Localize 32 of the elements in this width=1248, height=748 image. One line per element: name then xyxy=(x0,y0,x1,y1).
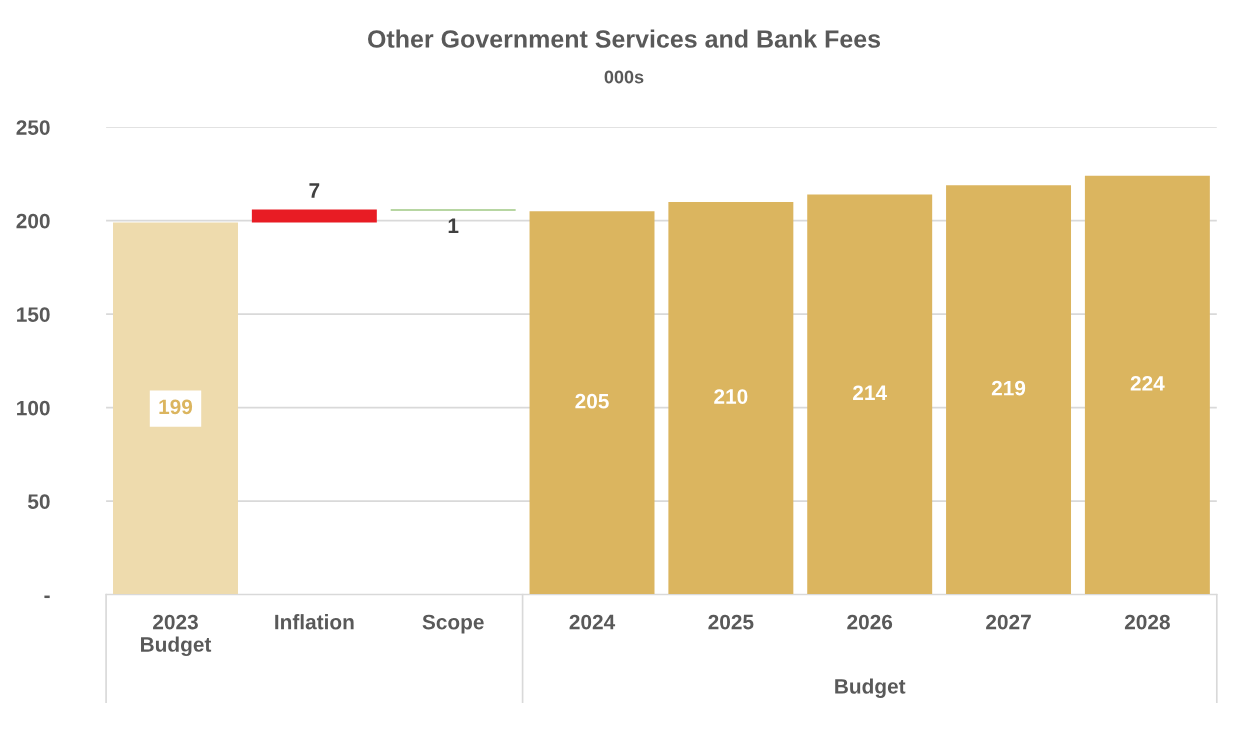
y-tick-label: 250 xyxy=(16,120,50,135)
data-label: 210 xyxy=(714,389,748,404)
y-tick-label: 100 xyxy=(17,400,50,416)
y-tick-label: 150 xyxy=(17,307,50,322)
bar xyxy=(807,194,933,595)
text: Budget xyxy=(835,678,906,698)
data-label: 224 xyxy=(1130,376,1165,391)
y-tick-label: 200 xyxy=(16,213,50,229)
bar xyxy=(668,201,794,595)
data-label: 1 xyxy=(448,218,459,233)
x-tick-label: 2026 xyxy=(847,614,893,630)
bar xyxy=(251,209,377,223)
data-label: 219 xyxy=(991,380,1026,396)
data-label: 7 xyxy=(309,183,320,198)
bar xyxy=(946,185,1072,595)
chart-subtitle: 000s xyxy=(604,70,644,84)
data-label: 214 xyxy=(853,385,887,400)
chart-title: Other Government Services and Bank Fees xyxy=(368,29,881,48)
bar xyxy=(529,211,655,595)
x-tick-label: Scope xyxy=(422,614,484,634)
x-tick-label: 2025 xyxy=(708,614,754,630)
x-tick-label: Inflation xyxy=(275,614,354,630)
x-tick-label: 2027 xyxy=(986,614,1031,630)
bar xyxy=(1084,175,1210,595)
y-tick-label: - xyxy=(44,595,50,599)
x-tick-label: 2028 xyxy=(1124,614,1170,630)
data-label: 199 xyxy=(159,399,193,415)
data-label: 205 xyxy=(575,393,609,409)
x-tick-label: 2023 Budget xyxy=(141,614,212,657)
y-tick-label: 50 xyxy=(28,494,50,509)
bar xyxy=(113,222,238,595)
x-tick-label: 2024 xyxy=(569,614,616,630)
